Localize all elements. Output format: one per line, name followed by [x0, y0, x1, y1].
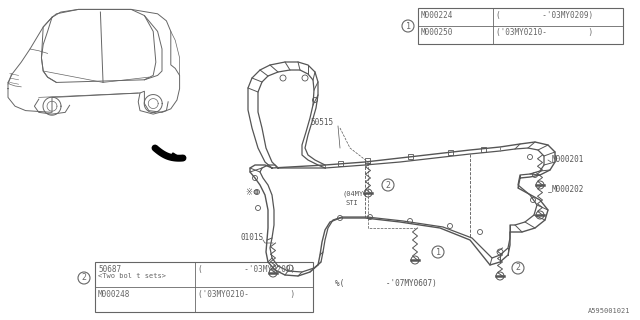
Text: M000224: M000224 [421, 11, 453, 20]
Text: STI: STI [345, 200, 358, 206]
Text: M000248: M000248 [98, 290, 131, 299]
Circle shape [512, 262, 524, 274]
Circle shape [432, 246, 444, 258]
Circle shape [382, 179, 394, 191]
Text: 50515: 50515 [310, 118, 333, 127]
Bar [408, 154, 413, 158]
Text: ※: ※ [246, 188, 253, 196]
Text: M000250: M000250 [421, 28, 453, 37]
Circle shape [402, 20, 414, 32]
Text: 2: 2 [81, 274, 86, 283]
Text: (         -'03MY0209): ( -'03MY0209) [198, 265, 295, 274]
Bar [337, 161, 342, 165]
Text: 1: 1 [435, 247, 440, 257]
Bar [418, 8, 623, 44]
Text: ('03MY0210-         ): ('03MY0210- ) [496, 28, 593, 37]
Text: 1: 1 [406, 21, 410, 30]
Text: 2: 2 [515, 263, 520, 273]
Text: 2: 2 [385, 180, 390, 189]
Bar [365, 157, 369, 163]
Circle shape [78, 272, 90, 284]
Text: <Two bol t sets>: <Two bol t sets> [98, 273, 166, 279]
Text: (04MY-: (04MY- [342, 190, 367, 196]
Text: M000201: M000201 [552, 155, 584, 164]
Text: ('03MY0210-         ): ('03MY0210- ) [198, 290, 295, 299]
Bar [95, 262, 313, 312]
Text: 50687: 50687 [98, 265, 121, 274]
Text: (         -'03MY0209): ( -'03MY0209) [496, 11, 593, 20]
Text: %(         -'07MY0607): %( -'07MY0607) [335, 279, 436, 288]
Text: 0101S: 0101S [240, 233, 263, 242]
Text: A595001021: A595001021 [588, 308, 630, 314]
Circle shape [254, 190, 258, 194]
Text: M000202: M000202 [552, 185, 584, 194]
Bar [447, 149, 452, 155]
Bar [481, 147, 486, 151]
